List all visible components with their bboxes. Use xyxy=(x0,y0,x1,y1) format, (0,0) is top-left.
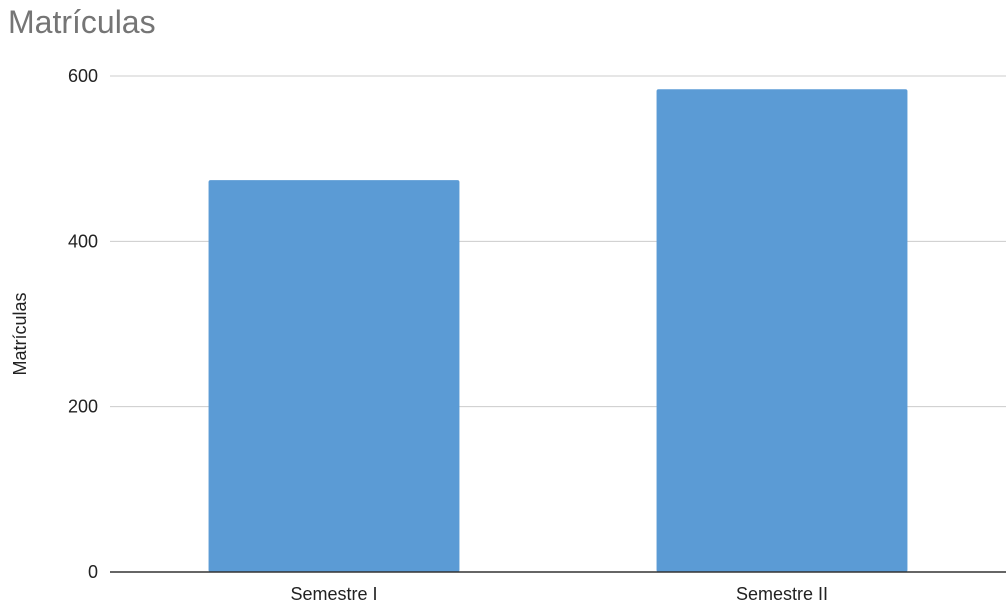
x-tick-label-2: Semestre II xyxy=(736,584,828,604)
y-tick-label-600: 600 xyxy=(68,66,98,86)
x-tick-label-1: Semestre I xyxy=(290,584,377,604)
y-tick-label-400: 400 xyxy=(68,231,98,251)
bars xyxy=(208,89,908,572)
chart-title: Matrículas xyxy=(8,4,156,40)
y-tick-label-0: 0 xyxy=(88,562,98,582)
y-tick-label-200: 200 xyxy=(68,397,98,417)
y-axis-label: Matrículas xyxy=(10,292,30,375)
bar-1 xyxy=(208,180,460,572)
axes: 0 200 400 600 Semestre I Semestre II xyxy=(68,66,1006,604)
bar-2 xyxy=(656,89,908,572)
